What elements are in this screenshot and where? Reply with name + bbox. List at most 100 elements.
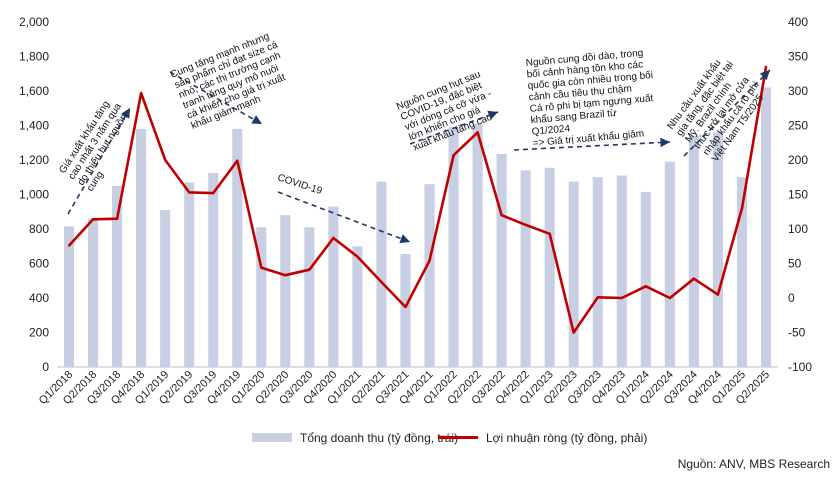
- profit-point: [187, 191, 191, 194]
- profit-point: [260, 266, 263, 269]
- y-left-tick-label: 2,000: [19, 15, 49, 29]
- profit-point: [115, 217, 119, 220]
- annotation-text: Cung tăng mạnh nhưngsản phẩm chỉ đạt siz…: [169, 29, 296, 132]
- y-left-tick-label: 1,400: [19, 119, 49, 133]
- profit-point: [428, 259, 431, 262]
- revenue-bar: [88, 218, 99, 367]
- profit-point: [308, 268, 311, 271]
- y-left-tick-label: 600: [29, 257, 49, 271]
- profit-point: [91, 218, 95, 221]
- annotation-text: Nhu cầu xuất khẩugia tăng, đặc biệt tạiM…: [665, 52, 772, 164]
- y-left-tick-label: 0: [42, 360, 49, 374]
- source-note: Nguồn: ANV, MBS Research: [678, 457, 830, 471]
- revenue-bar: [472, 123, 483, 368]
- profit-point: [644, 285, 648, 288]
- profit-point: [596, 296, 599, 299]
- profit-point: [716, 293, 720, 296]
- profit-point: [572, 331, 575, 334]
- annotation-line: Q1/2024: [531, 123, 571, 137]
- profit-point: [163, 158, 167, 162]
- revenue-bar: [400, 254, 411, 367]
- revenue-bar: [160, 210, 171, 367]
- profit-point: [668, 296, 672, 300]
- profit-point: [620, 296, 623, 300]
- legend-label-revenue: Tổng doanh thu (tỷ đồng, trái): [300, 431, 458, 445]
- legend: Tổng doanh thu (tỷ đồng, trái) Lợi nhuận…: [252, 431, 647, 445]
- profit-point: [740, 207, 744, 210]
- y-right-tick-label: 100: [788, 222, 808, 236]
- revenue-bar: [544, 167, 555, 367]
- y-right-tick-label: 150: [788, 188, 808, 202]
- profit-point: [524, 223, 527, 227]
- revenue-bar: [63, 226, 75, 367]
- profit-point: [356, 255, 359, 258]
- revenue-bar: [424, 184, 435, 367]
- profit-point: [284, 274, 287, 277]
- profit-point: [692, 277, 696, 280]
- legend-swatch-revenue: [252, 433, 292, 442]
- y-right-tick-label: 250: [788, 119, 808, 133]
- y-axis-left: 0 200 400 600 800 1,000 1,200 1,400 1,600 1,800 2,…: [19, 15, 49, 374]
- y-right-tick-label: 350: [788, 50, 808, 64]
- annotation-arrow: [409, 110, 499, 145]
- y-right-tick-label: -50: [788, 326, 806, 340]
- line-series-profit: [67, 65, 768, 334]
- x-axis: Q1/2018Q2/2018Q3/2018Q4/2018Q1/2019Q2/20…: [37, 369, 772, 407]
- annotation-arrow: [513, 137, 671, 151]
- profit-point: [764, 65, 768, 69]
- profit-point: [476, 131, 479, 134]
- y-left-tick-label: 1,800: [19, 50, 49, 64]
- revenue-bar: [256, 227, 267, 367]
- annotation-text: Nguồn cung hụt sauCOVID-19, đặc biệtvới …: [395, 67, 502, 154]
- y-left-tick-label: 1,000: [19, 188, 49, 202]
- y-axis-right: -100 -50 0 50 100 150 200 250 300 350 400: [788, 15, 812, 374]
- y-left-tick-label: 400: [29, 291, 49, 305]
- revenue-bar: [232, 128, 243, 367]
- y-left-tick-label: 1,200: [19, 153, 49, 167]
- y-right-tick-label: 200: [788, 153, 808, 167]
- revenue-bar: [208, 172, 219, 367]
- revenue-bar: [664, 161, 675, 367]
- y-left-tick-label: 1,600: [19, 84, 49, 98]
- annotation-text: Nguồn cung dồi dào, trongbối cảnh hàng t…: [525, 46, 658, 149]
- revenue-bar: [616, 175, 627, 367]
- annotation-arrow: [67, 107, 131, 215]
- y-left-tick-label: 200: [29, 326, 49, 340]
- profit-point: [548, 232, 551, 236]
- revenue-bar: [136, 128, 147, 367]
- revenue-bar: [640, 191, 651, 367]
- revenue-bar: [352, 246, 363, 367]
- revenue-bar: [328, 206, 339, 367]
- profit-point: [404, 305, 407, 309]
- profit-point: [500, 214, 503, 217]
- y-right-tick-label: -100: [788, 360, 812, 374]
- revenue-bar: [496, 153, 507, 367]
- profit-line: [68, 66, 768, 334]
- revenue-bar: [112, 185, 123, 367]
- y-right-tick-label: 300: [788, 84, 808, 98]
- revenue-bar: [760, 87, 772, 368]
- profit-point: [236, 159, 239, 162]
- revenue-bar: [304, 227, 315, 367]
- revenue-bar: [568, 181, 579, 367]
- profit-point: [332, 236, 335, 240]
- profit-point: [212, 191, 215, 195]
- revenue-bar: [280, 215, 291, 367]
- y-right-tick-label: 400: [788, 15, 808, 29]
- revenue-bar: [376, 181, 387, 367]
- annotation-text: COVID-19: [276, 172, 324, 197]
- revenue-bar: [520, 170, 531, 367]
- profit-point: [67, 244, 71, 247]
- profit-point: [452, 153, 455, 157]
- revenue-bar: [184, 182, 195, 367]
- y-right-tick-label: 0: [788, 291, 795, 305]
- revenue-bar: [592, 177, 603, 367]
- revenue-bar: [448, 127, 459, 367]
- revenue-bar: [688, 135, 699, 367]
- profit-point: [139, 91, 143, 95]
- bar-series-revenue: [63, 87, 772, 368]
- revenue-bar: [712, 132, 723, 367]
- annotation-arrow: [277, 191, 411, 244]
- annotation-arrow: [683, 69, 771, 157]
